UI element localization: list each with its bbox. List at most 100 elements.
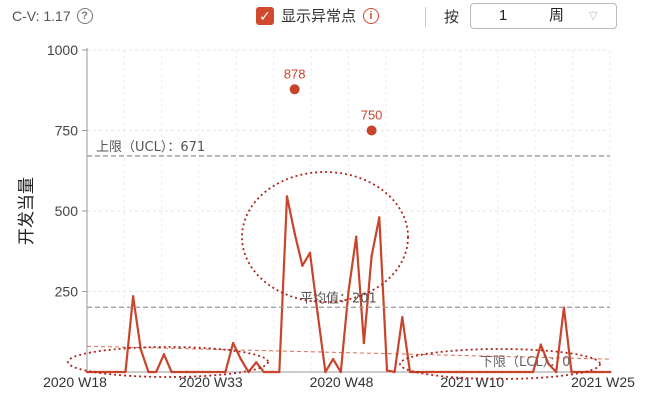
show-outliers-toggle[interactable]: ✓ 显示异常点 i xyxy=(256,5,380,26)
data-point xyxy=(208,370,212,374)
data-point xyxy=(124,370,127,374)
data-point xyxy=(593,370,596,374)
data-point xyxy=(339,370,343,374)
grid xyxy=(87,49,611,372)
data-point xyxy=(531,370,535,374)
data-point xyxy=(139,348,143,351)
data-point xyxy=(278,370,281,374)
toolbar-divider xyxy=(425,7,426,27)
data-point xyxy=(308,251,312,255)
y-tick-label: 1000 xyxy=(47,42,78,58)
data-point xyxy=(293,232,296,235)
data-point xyxy=(570,370,573,374)
data-point xyxy=(85,370,89,374)
group-by-label: 按 xyxy=(444,9,460,26)
show-outliers-label: 显示异常点 xyxy=(281,8,357,25)
data-point xyxy=(485,370,489,374)
data-point xyxy=(393,370,396,374)
data-point xyxy=(270,370,273,374)
data-point xyxy=(162,353,166,356)
data-point xyxy=(185,370,189,374)
data-point xyxy=(324,370,327,374)
annotations: 上限（UCL）：671 平均值：201 下限（LCL）：0 878 750 xyxy=(67,66,611,380)
data-point xyxy=(539,343,542,346)
data-point xyxy=(385,369,389,372)
mean-label: 平均值：201 xyxy=(300,290,377,306)
data-point xyxy=(439,370,442,374)
data-point xyxy=(239,357,243,361)
outlier-point[interactable] xyxy=(366,125,377,136)
period-unit-select[interactable]: 周 ▽ xyxy=(534,3,617,29)
data-point xyxy=(547,362,550,366)
outlier-label: 750 xyxy=(361,108,383,123)
x-tick-label: 2021 W10 xyxy=(440,374,504,390)
data-point xyxy=(178,370,181,374)
x-tick-label: 2020 W18 xyxy=(43,374,107,390)
data-point xyxy=(362,341,366,345)
x-tick-label: 2020 W33 xyxy=(179,374,243,390)
y-tick-label: 250 xyxy=(55,284,79,300)
period-unit-value: 周 xyxy=(549,7,565,24)
period-count-input[interactable]: 1 xyxy=(470,3,536,29)
data-point xyxy=(316,312,319,316)
data-point xyxy=(524,370,527,374)
data-point xyxy=(193,370,196,374)
series-layer xyxy=(85,195,612,374)
data-point xyxy=(262,370,266,374)
data-point xyxy=(447,370,450,374)
data-point xyxy=(508,370,512,374)
data-point xyxy=(608,370,612,374)
outlier-label: 878 xyxy=(284,66,306,81)
data-point xyxy=(301,264,304,267)
question-circle-icon[interactable]: ? xyxy=(76,8,93,24)
data-point xyxy=(493,370,496,374)
chevron-down-icon: ▽ xyxy=(589,10,598,22)
axes: 250 500 750 1000 开发当量 2020 W18 2020 W33 2020 W4… xyxy=(17,42,635,390)
data-point xyxy=(424,370,427,374)
data-point xyxy=(578,370,581,374)
data-point xyxy=(408,370,412,374)
data-point xyxy=(601,370,604,374)
data-point xyxy=(354,235,358,238)
data-point xyxy=(116,370,119,374)
highlight-ellipse-peak xyxy=(241,171,409,303)
highlight-ellipse-low-right xyxy=(399,348,601,380)
cv-label: C-V: 1.17 xyxy=(12,8,71,24)
data-point xyxy=(101,370,104,374)
data-point xyxy=(231,341,235,345)
data-point xyxy=(108,370,112,374)
data-point xyxy=(431,370,435,374)
data-point xyxy=(516,370,519,374)
outlier-point[interactable] xyxy=(289,84,300,95)
data-point xyxy=(331,357,335,361)
y-tick-label: 500 xyxy=(55,203,79,219)
data-point xyxy=(401,316,404,319)
data-point xyxy=(370,254,373,258)
data-point xyxy=(454,370,458,374)
data-point xyxy=(170,370,173,374)
x-tick-label: 2021 W25 xyxy=(571,374,635,390)
data-point xyxy=(462,370,466,374)
data-point xyxy=(224,370,227,374)
lcl-label: 下限（LCL）：0 xyxy=(480,355,570,370)
data-point xyxy=(378,216,381,219)
data-point xyxy=(216,370,219,374)
data-point xyxy=(501,370,504,374)
data-point xyxy=(347,290,350,293)
data-point xyxy=(155,370,158,374)
ucl-label: 上限（UCL）：671 xyxy=(96,140,205,155)
data-point xyxy=(554,370,558,374)
highlight-ellipse-low-left xyxy=(67,346,269,378)
info-circle-icon[interactable]: i xyxy=(363,7,380,24)
data-point xyxy=(285,195,289,198)
chart-toolbar: C-V: 1.17 ? ✓ 显示异常点 i 按 1 周 ▽ xyxy=(0,0,651,34)
data-point xyxy=(470,370,473,374)
x-tick-label: 2020 W48 xyxy=(310,374,374,390)
data-point xyxy=(255,361,258,364)
data-point xyxy=(201,370,204,374)
show-outliers-checkbox[interactable]: ✓ xyxy=(256,6,274,25)
y-axis-title: 开发当量 xyxy=(17,177,37,245)
y-tick-label: 750 xyxy=(55,123,79,139)
trend-line xyxy=(86,345,611,360)
